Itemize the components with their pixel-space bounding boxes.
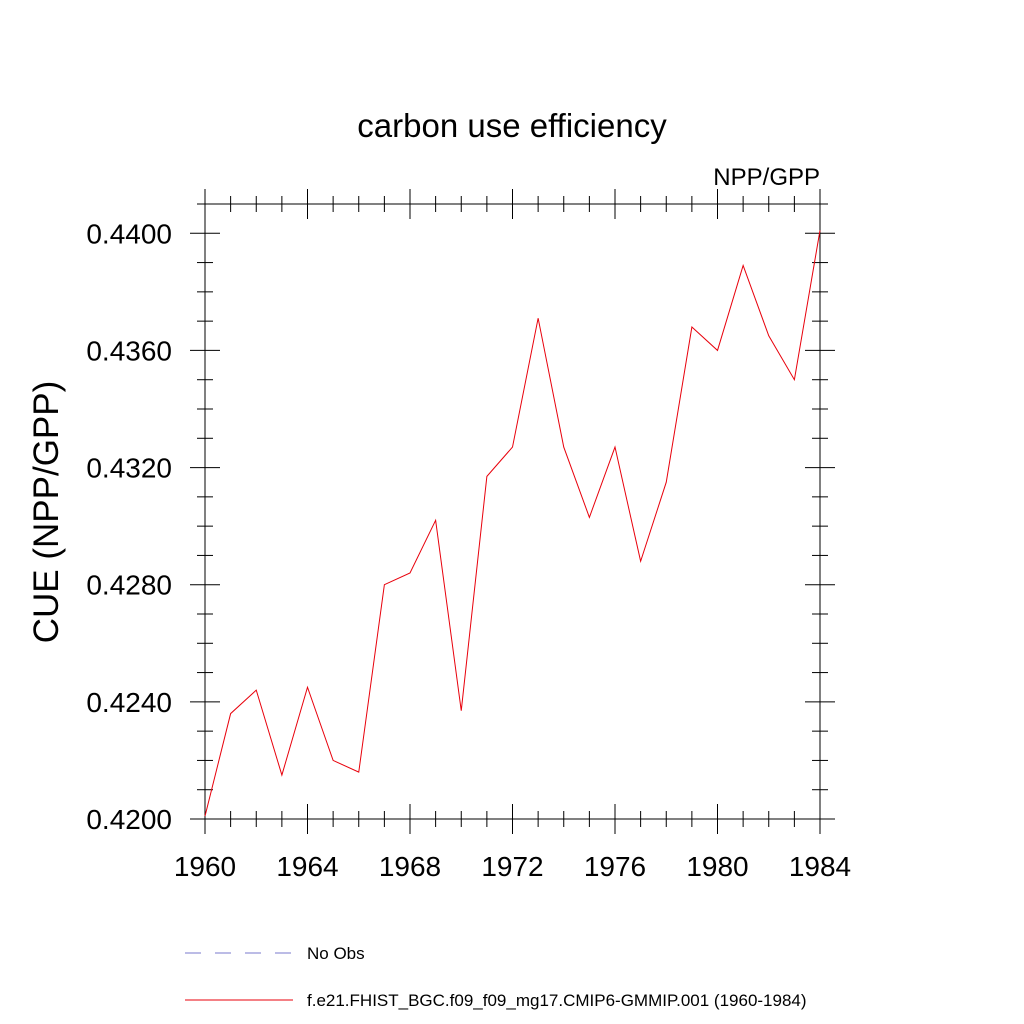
x-tick-label: 1976	[584, 851, 646, 882]
x-tick-label: 1972	[481, 851, 543, 882]
y-tick-label: 0.4200	[86, 804, 172, 835]
chart-title: carbon use efficiency	[357, 107, 667, 144]
x-tick-label: 1960	[174, 851, 236, 882]
y-tick-label: 0.4240	[86, 687, 172, 718]
series-line	[204, 230, 821, 817]
y-tick-label: 0.4400	[86, 218, 172, 249]
legend-label: No Obs	[307, 944, 365, 963]
x-tick-label: 1980	[686, 851, 748, 882]
y-axis-label: CUE (NPP/GPP)	[27, 381, 66, 644]
y-axis-tick-labels: 0.4200 0.4240 0.4280 0.4320 0.4360 0.4400	[86, 218, 172, 835]
legend-label: f.e21.FHIST_BGC.f09_f09_mg17.CMIP6-GMMIP…	[307, 991, 807, 1010]
legend: No Obs f.e21.FHIST_BGC.f09_f09_mg17.CMIP6…	[185, 944, 807, 1010]
y-axis-ticks	[190, 203, 835, 820]
chart-subtitle: NPP/GPP	[713, 164, 820, 191]
x-axis-tick-labels: 1960 1964 1968 1972 1976 1980 1984	[174, 851, 851, 882]
x-tick-label: 1964	[276, 851, 338, 882]
series-lines	[204, 230, 821, 817]
x-axis-ticks	[204, 189, 821, 834]
x-tick-label: 1968	[379, 851, 441, 882]
y-tick-label: 0.4360	[86, 335, 172, 366]
x-tick-label: 1984	[789, 851, 851, 882]
y-tick-label: 0.4280	[86, 570, 172, 601]
plot-area-frame	[204, 203, 821, 820]
y-tick-label: 0.4320	[86, 453, 172, 484]
